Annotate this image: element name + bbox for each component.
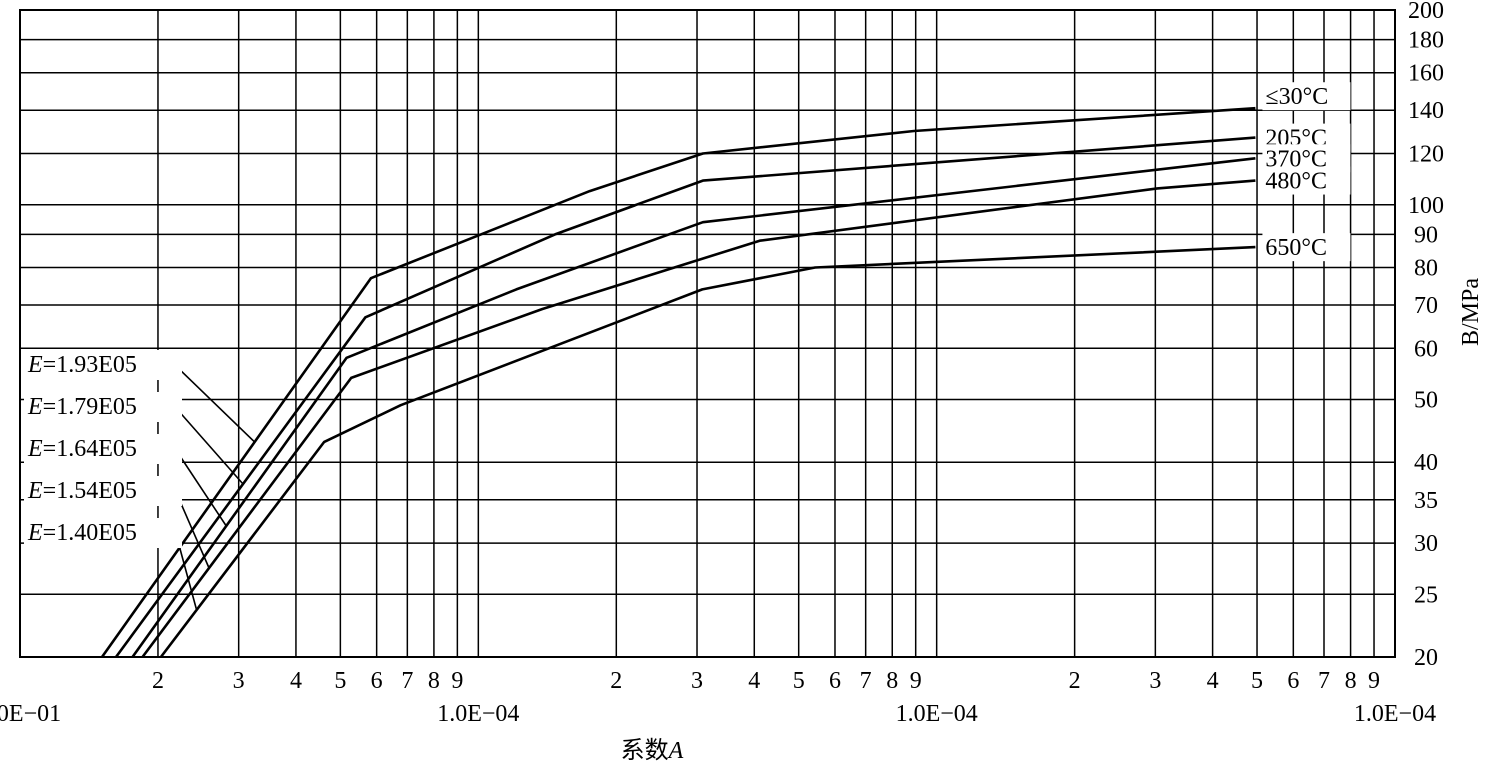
x-tick-label: 9 [1368,668,1380,694]
x-tick-label: 4 [1207,668,1219,694]
leader-line [175,449,227,527]
series-label-bg [1262,82,1351,111]
x-tick-label: 9 [451,668,463,694]
x-tick-label: 5 [793,668,805,694]
x-tick-label: 8 [428,668,440,694]
x-tick-label: 5 [1251,668,1263,694]
grid-layer [19,9,1396,658]
series-line-5 [159,245,1256,658]
y-tick-label: 100 [1408,193,1444,219]
x-tick-label: 8 [886,668,898,694]
x-tick-label-decade: 1.0E−04 [896,701,978,727]
x-tick-label: 4 [290,668,302,694]
series-line-2 [114,136,1256,658]
x-tick-label: 7 [401,668,413,694]
modulus-label-bg [24,476,182,506]
y-tick-label: 60 [1414,336,1438,362]
y-tick-label: 35 [1414,488,1438,514]
series-line-4 [141,179,1256,658]
x-axis-title: 系数A [621,736,684,764]
x-axis-title-var: A [667,738,684,764]
series-label-temperature: 650°C [1265,235,1327,261]
modulus-symbol: E [27,478,43,504]
modulus-symbol: E [27,520,43,546]
x-axis-title-text: 系数 [621,736,669,764]
series-label-modulus: E=1.40E05 [27,520,137,546]
x-tick-label-decade: 1.0E−04 [1354,701,1436,727]
series-label-modulus: E=1.64E05 [27,436,137,462]
x-tick-label: 9 [910,668,922,694]
modulus-symbol: E [27,394,43,420]
modulus-label-bg [24,518,182,548]
x-tick-label-decade: 1.0E−04 [437,701,519,727]
modulus-symbol: E [27,352,43,378]
series-line-3 [131,157,1256,658]
x-tick-label: 3 [1149,668,1161,694]
leader-line [175,365,256,443]
series-label-bg [1262,166,1351,195]
y-tick-label: 90 [1414,222,1438,248]
y-tick-label: 70 [1414,293,1438,319]
x-tick-label: 6 [371,668,383,694]
label-layer: ≤30°C205°C370°C480°C650°CE=1.93E05E=1.79… [24,82,1351,548]
y-tick-label: 160 [1408,61,1444,87]
y-tick-label: 40 [1414,450,1438,476]
modulus-value: =1.93E05 [43,352,137,378]
x-tick-label: 2 [152,668,164,694]
y-tick-label: 140 [1408,98,1444,124]
y-tick-label: 50 [1414,388,1438,414]
x-tick-label: 6 [829,668,841,694]
x-tick-label: 5 [334,668,346,694]
modulus-label-bg [24,350,182,380]
modulus-value: =1.54E05 [43,478,137,504]
series-label-modulus: E=1.79E05 [27,394,137,420]
curve-layer [100,106,1256,658]
modulus-symbol: E [27,436,43,462]
series-label-modulus: E=1.93E05 [27,352,137,378]
y-tick-label: 20 [1414,645,1438,671]
y-tick-label: 120 [1408,142,1444,168]
series-label-modulus: E=1.54E05 [27,478,137,504]
x-tick-label: 7 [860,668,872,694]
x-tick-label: 2 [610,668,622,694]
x-tick-label: 7 [1318,668,1330,694]
x-tick-label: 8 [1345,668,1357,694]
x-tick-label: 3 [691,668,703,694]
y-tick-label: 200 [1408,0,1444,24]
modulus-value: =1.79E05 [43,394,137,420]
modulus-label-bg [24,392,182,422]
tick-layer: 1.0E−01234567891.0E−04234567891.0E−04234… [0,0,1444,727]
series-label-bg [1262,233,1351,262]
modulus-label-bg [24,434,182,464]
series-label-temperature: 480°C [1265,169,1327,195]
x-tick-label: 2 [1069,668,1081,694]
y-tick-label: 80 [1414,255,1438,281]
y-tick-label: 30 [1414,531,1438,557]
leader-line [175,407,244,485]
series-label-temperature: ≤30°C [1265,84,1328,110]
x-tick-label: 3 [233,668,245,694]
x-tick-label: 6 [1287,668,1299,694]
y-axis-title: B/MPa [1458,278,1484,346]
x-tick-label: 4 [748,668,760,694]
y-tick-label: 180 [1408,28,1444,54]
y-tick-label: 25 [1414,582,1438,608]
leader-layer [175,365,256,611]
modulus-value: =1.64E05 [43,436,137,462]
modulus-value: =1.40E05 [43,520,137,546]
plot-frame [19,9,1396,658]
x-tick-label-decade: 1.0E−01 [0,701,61,727]
series-line-1 [100,106,1256,658]
